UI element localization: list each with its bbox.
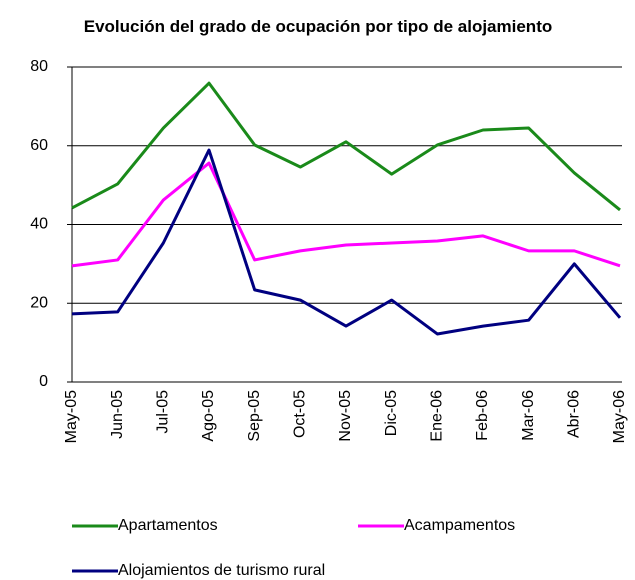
x-tick-label: Jun-05 [109,390,126,439]
y-tick-label: 20 [30,294,48,311]
data-line [71,148,622,336]
x-tick-label: Ene-06 [429,390,446,442]
x-tick-label: Sep-05 [246,390,263,442]
y-tick-label: 40 [30,216,48,233]
legend-label: Acampamentos [404,517,515,534]
chart-title: Evolución del grado de ocupación por tip… [83,17,553,36]
y-tick-label: 0 [39,373,48,390]
data-line [71,161,621,268]
x-tick-label: Oct-05 [292,390,309,438]
legend-label: Alojamientos de turismo rural [118,562,325,579]
legend-label: Apartamentos [118,517,218,534]
x-tick-label: Nov-05 [337,390,354,442]
x-tick-label: May-05 [63,390,80,443]
x-tick-label: Mar-06 [520,390,537,441]
x-tick-label: Abr-06 [566,390,583,438]
y-tick-label: 60 [30,137,48,154]
data-line [71,81,621,212]
x-tick-label: May-06 [611,390,628,443]
x-tick-label: Feb-06 [474,390,491,441]
x-tick-label: Dic-05 [383,390,400,436]
y-tick-label: 80 [30,58,48,75]
x-tick-label: Jul-05 [155,390,172,434]
x-tick-label: Ago-05 [200,390,217,442]
